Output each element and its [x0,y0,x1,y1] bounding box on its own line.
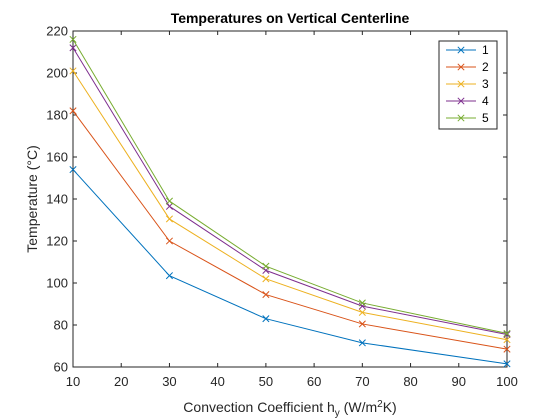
data-point-marker [262,290,270,299]
x-axis-ticks: 10 20 30 40 50 60 70 80 90 100 [66,31,518,389]
series-5 [69,35,511,337]
legend: 1 2 3 4 5 [438,40,498,130]
legend-entry: 4 [446,94,489,108]
legend-box [438,40,498,130]
data-point-marker [503,329,511,337]
y-tick-label: 80 [54,318,68,333]
x-tick-label: 60 [307,374,321,389]
data-point-marker [503,345,511,353]
data-point-marker [165,237,173,245]
data-point-marker [69,44,77,52]
x-axis-label-superscript: 2 [377,399,383,410]
y-tick-label: 100 [46,276,68,291]
y-tick-label: 160 [46,150,68,165]
data-point-marker [165,272,173,280]
legend-entry: 2 [446,60,489,74]
legend-label: 3 [482,77,489,91]
data-point-marker [69,67,77,75]
data-point-marker [165,215,173,223]
x-tick-label: 50 [259,374,273,389]
y-axis-ticks: 60 80 100 120 140 160 180 200 220 [46,24,507,375]
x-axis-label-suffix: K) [383,399,397,415]
data-point-marker [69,166,77,174]
y-tick-label: 220 [46,24,68,39]
data-point-marker [262,315,270,323]
legend-entry: 3 [446,77,489,91]
series-group [69,35,511,368]
x-tick-label: 70 [355,374,369,389]
series-2 [69,107,511,353]
y-tick-label: 120 [46,234,68,249]
x-tick-label: 20 [114,374,128,389]
legend-marker [457,114,465,122]
series-1 [69,166,511,368]
x-tick-label: 100 [496,374,518,389]
y-tick-label: 140 [46,192,68,207]
data-point-marker [358,308,366,316]
legend-marker [457,80,465,88]
legend-label: 5 [482,111,489,125]
x-axis-label-subscript: y [335,408,340,419]
data-point-marker [503,336,511,344]
legend-entry: 5 [446,111,489,125]
x-tick-label: 10 [66,374,80,389]
legend-items: 1 2 3 4 5 [446,43,489,125]
data-point-marker [358,302,366,310]
data-point-marker [358,320,366,328]
legend-marker [457,63,465,71]
legend-label: 2 [482,60,489,74]
data-point-marker [262,275,270,283]
x-tick-label: 30 [162,374,176,389]
series-3 [69,67,511,344]
data-point-marker [503,360,511,368]
data-point-marker [69,35,77,43]
x-axis-label-unit: (W/m [340,399,377,415]
y-tick-label: 180 [46,108,68,123]
x-tick-label: 40 [210,374,224,389]
data-point-marker [503,330,511,339]
data-point-marker [165,197,173,205]
x-tick-label: 80 [403,374,417,389]
data-point-marker [69,107,77,115]
x-axis-label: Convection Coefficient hy (W/m2K) [183,399,396,419]
legend-marker [457,46,465,54]
plot-axes: 10 20 30 40 50 60 70 80 90 100 60 80 100 120 140 160 18… [46,24,518,390]
x-tick-label: 90 [452,374,466,389]
data-point-marker [165,202,173,210]
legend-label: 4 [482,94,489,108]
data-point-marker [262,262,270,270]
legend-marker [457,97,465,105]
series-4 [69,44,511,339]
legend-label: 1 [482,43,489,57]
y-axis-label: Temperature (°C) [24,145,40,253]
x-axis-label-main: Convection Coefficient h [183,399,335,415]
data-point-marker [358,339,366,347]
data-point-marker [358,299,366,307]
y-tick-label: 200 [46,66,68,81]
y-tick-label: 60 [54,360,68,375]
chart-title: Temperatures on Vertical Centerline [171,10,410,26]
legend-entry: 1 [446,43,489,57]
plot-area [72,30,508,368]
